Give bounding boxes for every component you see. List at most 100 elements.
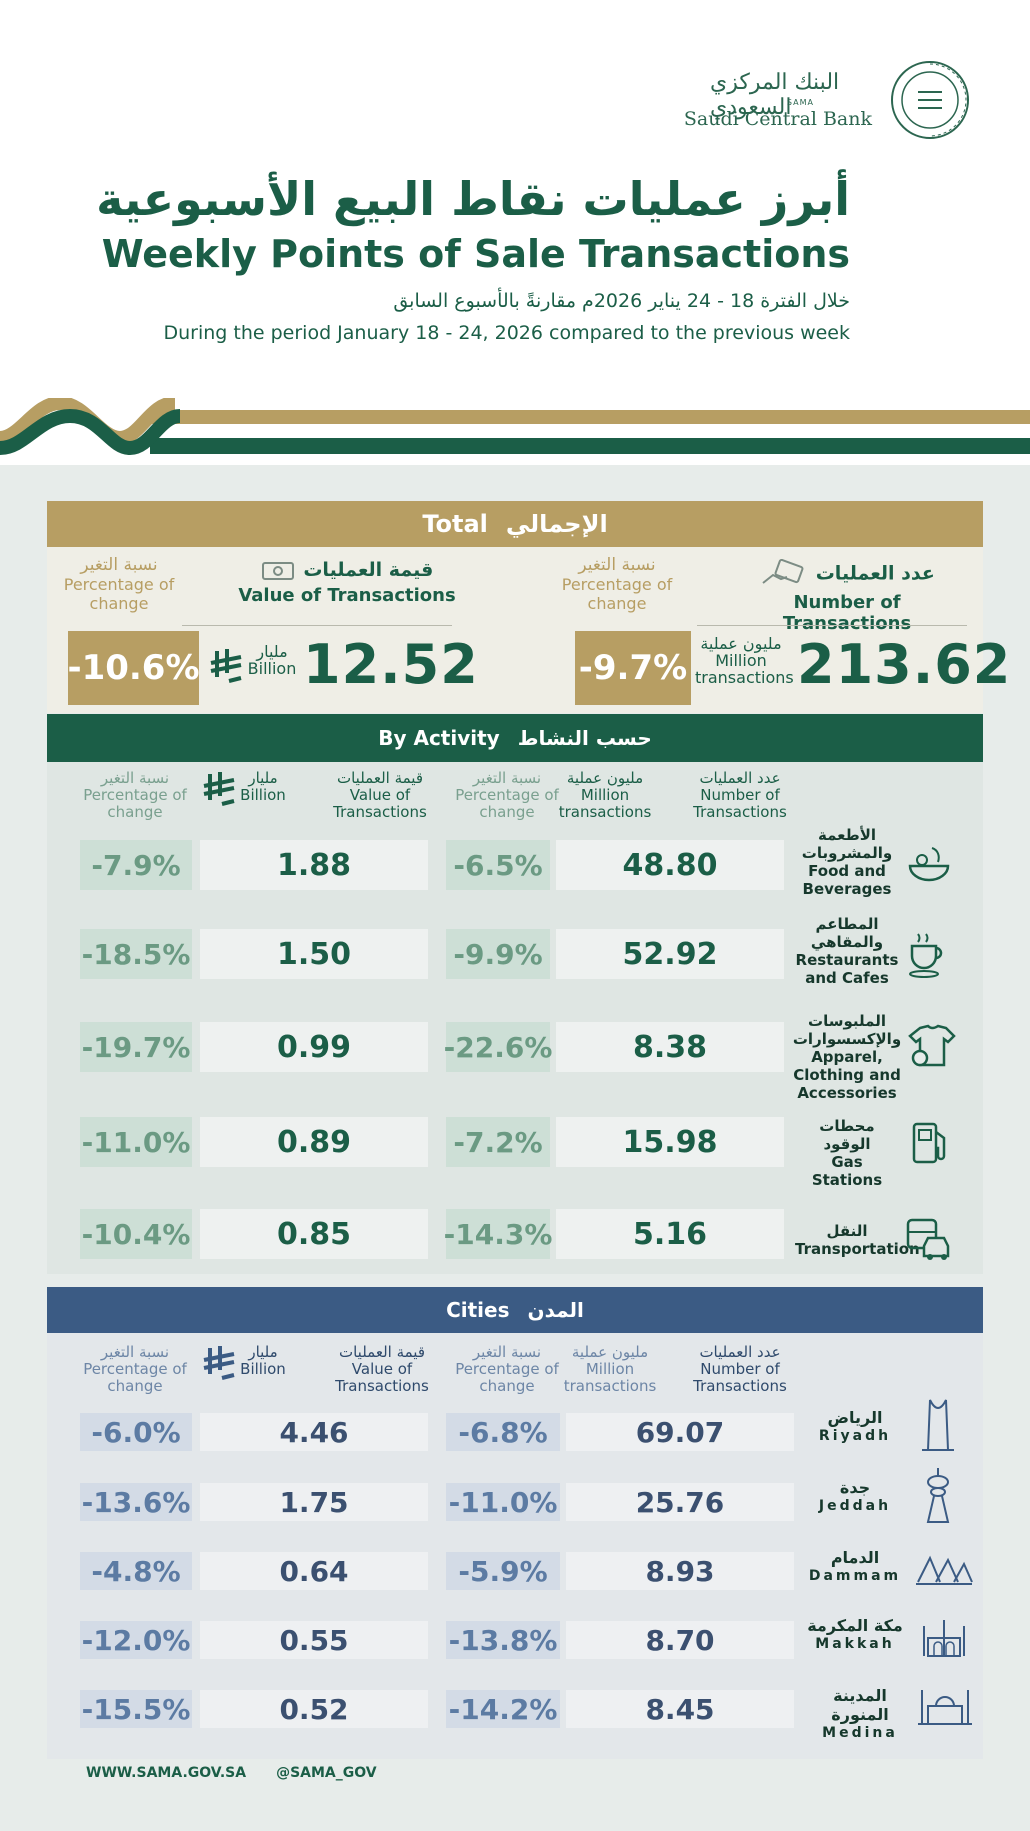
sama-logo: البنك المركزي السعودي SAMA Saudi Central… <box>684 56 970 146</box>
restaurants-category-label: المطاعم والمقاهي Restaurants and Cafes <box>795 915 899 987</box>
bus-car-icon <box>906 1218 950 1260</box>
divider <box>182 625 452 626</box>
activity-count-change-header: نسبة التغير Percentage of change <box>455 769 559 821</box>
number-of-transactions-header: عدد العمليات Number of Transactions <box>727 558 967 634</box>
jeddah-count: 25.76 <box>566 1483 794 1521</box>
riyal-symbol-icon <box>203 772 235 806</box>
food-count: 48.80 <box>556 840 784 890</box>
apparel-value-change: -19.7% <box>80 1022 192 1072</box>
transport-value-change: -10.4% <box>80 1209 192 1259</box>
food-count-change: -6.5% <box>446 840 550 890</box>
medina-value: 0.52 <box>200 1690 428 1728</box>
medina-count-change: -14.2% <box>446 1690 560 1728</box>
total-band: Total الإجمالي <box>47 501 983 547</box>
total-value-change-badge: -10.6% <box>67 631 200 705</box>
social-handle[interactable]: @SAMA_GOV <box>276 1765 377 1781</box>
jeddah-count-change: -11.0% <box>446 1483 560 1521</box>
riyal-symbol-icon <box>210 649 242 683</box>
total-value-unit: مليار Billion <box>247 642 297 678</box>
jeddah-value-change: -13.6% <box>80 1483 192 1521</box>
city-billion-header: مليار Billion <box>240 1343 286 1378</box>
dammam-label: الدمام Dammam <box>808 1548 902 1584</box>
medina-value-change: -15.5% <box>80 1690 192 1728</box>
riyadh-value: 4.46 <box>200 1413 428 1451</box>
makkah-value: 0.55 <box>200 1621 428 1659</box>
activity-million-header: مليون عملية Million transactions <box>558 769 652 821</box>
card-hand-icon <box>762 558 804 584</box>
shirt-watch-icon <box>908 1024 956 1067</box>
activity-count-header: عدد العمليات Number of Transactions <box>693 769 787 821</box>
medina-label: المدينة المنورة Medina <box>822 1686 898 1741</box>
city-count-change-header: نسبة التغير Percentage of change <box>455 1343 559 1395</box>
makkah-count-change: -13.8% <box>446 1621 560 1659</box>
page-title-en: Weekly Points of Sale Transactions <box>101 232 850 276</box>
jeddah-tower-icon <box>926 1468 950 1523</box>
city-million-header: مليون عملية Million transactions <box>563 1343 657 1395</box>
total-transactions-unit: مليون عملية Million transactions <box>695 634 794 687</box>
total-value-amount: 12.52 <box>303 633 479 696</box>
period-subtitle-ar: خلال الفترة 18 - 24 يناير 2026م مقارنةً … <box>393 290 850 312</box>
gas-count: 15.98 <box>556 1117 784 1167</box>
riyadh-count: 69.07 <box>566 1413 794 1451</box>
fuel-pump-icon <box>912 1122 946 1164</box>
banknote-icon <box>261 561 294 580</box>
total-transactions-change-badge: -9.7% <box>575 631 691 705</box>
activity-value-header: قيمة العمليات Value of Transactions <box>333 769 427 821</box>
sama-seal-icon <box>891 61 969 139</box>
total-band-ar: الإجمالي <box>505 510 608 538</box>
divider <box>697 625 967 626</box>
footer: WWW.SAMA.GOV.SA @SAMA_GOV <box>86 1765 377 1781</box>
food-category-label: الأطعمة والمشروبات Food and Beverages <box>801 826 893 898</box>
kingdom-tower-icon <box>922 1399 954 1451</box>
medina-mosque-icon <box>918 1690 972 1725</box>
jeddah-value: 1.75 <box>200 1483 428 1521</box>
makkah-value-change: -12.0% <box>80 1621 192 1659</box>
transport-count-change: -14.3% <box>444 1209 552 1259</box>
city-value-change-header: نسبة التغير Percentage of change <box>83 1343 187 1395</box>
food-bowl-icon <box>908 847 950 882</box>
jeddah-label: جدة Jeddah <box>818 1478 892 1514</box>
activity-value-change-header: نسبة التغير Percentage of change <box>83 769 187 821</box>
cities-band: Cities المدن <box>47 1287 983 1333</box>
activity-billion-header: مليار Billion <box>240 769 286 804</box>
makkah-count: 8.70 <box>566 1621 794 1659</box>
apparel-count-change: -22.6% <box>444 1022 552 1072</box>
bank-name-en: Saudi Central Bank <box>683 108 872 130</box>
riyadh-label: الرياض Riyadh <box>818 1408 892 1444</box>
riyadh-count-change: -6.8% <box>446 1413 560 1451</box>
restaurants-count: 52.92 <box>556 929 784 979</box>
restaurants-value-change: -18.5% <box>80 929 192 979</box>
value-of-transactions-header: قيمة العمليات Value of Transactions <box>238 559 456 606</box>
website-link[interactable]: WWW.SAMA.GOV.SA <box>86 1765 247 1781</box>
food-value-change: -7.9% <box>80 840 192 890</box>
dammam-count-change: -5.9% <box>446 1552 560 1590</box>
value-change-header: نسبة التغير Percentage of change <box>63 555 175 613</box>
riyal-symbol-icon <box>203 1346 235 1380</box>
total-band-en: Total <box>422 510 488 538</box>
cities-table <box>47 1333 983 1759</box>
coffee-cup-icon <box>909 933 943 978</box>
gas-category-label: محطات الوقود Gas Stations <box>811 1117 883 1189</box>
total-transactions-amount: 213.62 <box>797 633 1012 696</box>
gas-value-change: -11.0% <box>80 1117 192 1167</box>
gas-count-change: -7.2% <box>446 1117 550 1167</box>
riyadh-value-change: -6.0% <box>80 1413 192 1451</box>
activity-band: By Activity حسب النشاط <box>47 714 983 762</box>
restaurants-value: 1.50 <box>200 929 428 979</box>
apparel-value: 0.99 <box>200 1022 428 1072</box>
transactions-change-header: نسبة التغير Percentage of change <box>561 555 673 613</box>
transport-category-label: النقل Transportation <box>795 1222 920 1258</box>
gas-value: 0.89 <box>200 1117 428 1167</box>
medina-count: 8.45 <box>566 1690 794 1728</box>
transport-value: 0.85 <box>200 1209 428 1259</box>
apparel-category-label: الملبوسات والإكسسوارات Apparel, Clothing… <box>792 1012 902 1102</box>
dammam-value: 0.64 <box>200 1552 428 1590</box>
total-box: نسبة التغير Percentage of change قيمة ال… <box>47 547 1010 713</box>
decorative-ribbon <box>0 398 1030 456</box>
city-value-header: قيمة العمليات Value of Transactions <box>335 1343 429 1395</box>
restaurants-count-change: -9.9% <box>446 929 550 979</box>
dammam-landmark-icon <box>916 1555 973 1585</box>
city-count-header: عدد العمليات Number of Transactions <box>693 1343 787 1395</box>
food-value: 1.88 <box>200 840 428 890</box>
makkah-mosque-icon <box>923 1620 965 1657</box>
